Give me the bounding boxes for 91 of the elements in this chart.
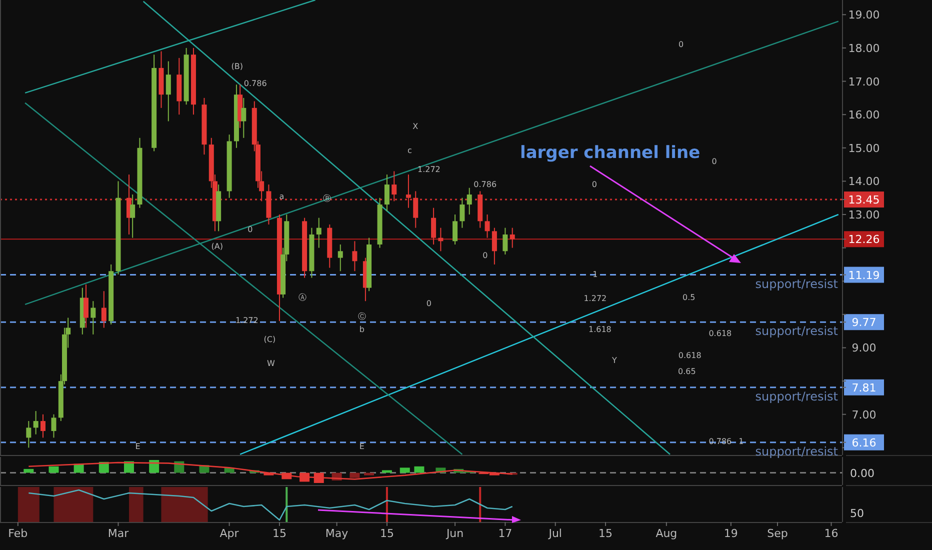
ref-line-label: support/resist xyxy=(755,276,838,291)
bar xyxy=(414,466,424,473)
x-tick-label: Sep xyxy=(767,527,788,540)
y-tick-label: 19.00 xyxy=(848,8,880,22)
annotation: 0 xyxy=(482,251,488,260)
y-tick-label: 17.00 xyxy=(848,75,880,88)
annotation: 0 xyxy=(248,225,253,234)
y-tick-label: 7.00 xyxy=(852,408,876,422)
bar xyxy=(350,472,360,478)
x-tick-label: Jun xyxy=(445,527,464,540)
candlestick xyxy=(384,174,390,212)
candlestick xyxy=(452,214,458,245)
annotation: (B) xyxy=(231,62,243,71)
candlestick xyxy=(502,227,508,255)
annotation: (C) xyxy=(264,335,276,344)
x-tick-label: Feb xyxy=(8,527,28,540)
annotation: 0 xyxy=(426,299,432,308)
y-tick-label: 9.00 xyxy=(852,342,876,355)
annotation: Ⓒ xyxy=(358,312,366,321)
annotation: larger channel line xyxy=(520,143,700,163)
annotation: 0.786 xyxy=(474,180,497,189)
annotation: 0.65 xyxy=(678,367,696,376)
annotation: 0.618 xyxy=(708,329,732,338)
annotation: E xyxy=(135,442,140,451)
candlestick xyxy=(413,190,418,228)
annotation: 0.786 xyxy=(244,79,267,88)
candlestick xyxy=(466,187,472,216)
x-tick-label: 16 xyxy=(824,527,838,540)
annotation: Ⓐ xyxy=(298,293,307,302)
y-tick-label: 16.00 xyxy=(848,108,880,122)
candlestick xyxy=(241,97,246,138)
ref-line-label: support/resist xyxy=(755,389,838,404)
annotation: 0.786 xyxy=(708,437,732,446)
candlestick xyxy=(460,197,465,228)
x-tick-label: 15 xyxy=(598,527,613,540)
y-tick-label: 6.16 xyxy=(852,436,876,450)
candlestick xyxy=(166,60,171,122)
candlestick xyxy=(338,244,343,272)
candlestick xyxy=(392,170,397,202)
x-tick-label: Mar xyxy=(108,527,130,540)
candlestick xyxy=(510,227,515,248)
y-tick-label: 13.00 xyxy=(848,208,880,222)
annotation: 1.272 xyxy=(417,165,440,174)
candlestick xyxy=(406,174,411,208)
annotation: Y xyxy=(610,356,617,365)
y-tick-label: 12.26 xyxy=(848,233,880,246)
x-tick-label: Apr xyxy=(220,527,240,540)
annotation: 1.618 xyxy=(588,325,612,334)
bar xyxy=(364,472,374,476)
candlestick xyxy=(431,207,436,245)
candlestick xyxy=(484,214,490,238)
x-tick-label: Aug xyxy=(656,527,678,540)
x-tick-label: 17 xyxy=(498,527,512,540)
annotation: 0 xyxy=(712,157,717,166)
candlestick xyxy=(316,217,322,248)
y-tick-label: 15.00 xyxy=(848,142,880,155)
ref-line-label: 0.00 xyxy=(850,466,874,480)
y-tick-label: 13.45 xyxy=(848,194,880,207)
annotation: 0 xyxy=(592,180,597,189)
x-tick-label: 19 xyxy=(724,527,738,540)
annotation: (A) xyxy=(211,242,223,251)
candlestick xyxy=(492,227,497,265)
y-tick-label: 14.00 xyxy=(848,175,880,188)
text: 50 xyxy=(850,507,864,520)
annotation: 0.5 xyxy=(682,293,696,302)
annotation: W xyxy=(267,359,276,368)
annotation: X xyxy=(412,122,419,131)
annotation: E xyxy=(359,442,364,451)
candlestick xyxy=(438,227,444,252)
x-tick-label: Jul xyxy=(548,527,562,540)
y-tick-label: 9.77 xyxy=(852,316,876,330)
candlestick xyxy=(130,194,136,238)
annotation: 1.272 xyxy=(584,294,607,303)
bar xyxy=(149,460,160,473)
y-tick-label: 18.00 xyxy=(848,42,880,55)
annotation: 0 xyxy=(678,40,684,49)
y-tick-label: 7.81 xyxy=(852,381,876,394)
annotation: 1.272 xyxy=(235,316,258,325)
bar xyxy=(382,470,392,473)
x-tick-label: 15 xyxy=(380,527,394,540)
bar xyxy=(400,468,410,473)
x-tick-label: May xyxy=(325,527,349,540)
y-tick-label: 11.19 xyxy=(848,268,880,282)
annotation: 0.618 xyxy=(678,351,702,360)
annotation: c xyxy=(407,146,412,155)
candlestick xyxy=(352,240,358,272)
ref-line-label: support/resist xyxy=(755,324,838,338)
x-tick-label: 15 xyxy=(272,527,286,540)
annotation: a xyxy=(279,192,284,201)
annotation: b xyxy=(359,325,364,334)
ref-line-label: support/resist xyxy=(755,444,838,458)
